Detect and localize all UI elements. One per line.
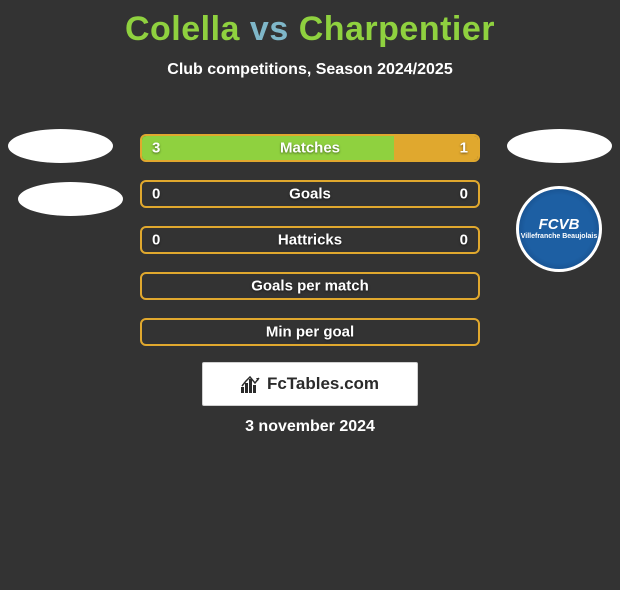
footer-date: 3 november 2024	[245, 418, 375, 436]
player2-avatar	[507, 129, 612, 163]
stat-row-goals: 0 0 Goals	[140, 180, 480, 208]
chart-icon	[241, 375, 261, 393]
stat-row-goals-per-match: Goals per match	[140, 272, 480, 300]
stat-row-hattricks: 0 0 Hattricks	[140, 226, 480, 254]
stat-label: Matches	[280, 140, 340, 157]
stat-label: Goals per match	[251, 278, 369, 295]
stat-label: Hattricks	[278, 232, 342, 249]
player1-avatar	[8, 129, 113, 163]
stat-left-value: 3	[152, 140, 160, 157]
stat-row-min-per-goal: Min per goal	[140, 318, 480, 346]
badge-acronym: FCVB	[521, 217, 598, 234]
stat-bars: 3 1 Matches 0 0 Goals 0 0 Hattricks Goals per mat…	[140, 134, 480, 364]
player2-club-badge: FCVB Villefranche Beaujolais	[516, 186, 602, 272]
stat-label: Goals	[289, 186, 331, 203]
player2-name: Charpentier	[299, 10, 495, 48]
brand-footer: FcTables.com	[202, 362, 418, 406]
bar-left-fill	[142, 136, 394, 160]
badge-right-label: FCVB Villefranche Beaujolais	[521, 217, 598, 241]
stat-left-value: 0	[152, 232, 160, 249]
stat-right-value: 0	[460, 186, 468, 203]
player1-name: Colella	[125, 10, 240, 48]
stat-label: Min per goal	[266, 324, 354, 341]
vs-word: vs	[250, 10, 289, 48]
brand-text: FcTables.com	[267, 374, 379, 394]
badge-clubname: Villefranche Beaujolais	[521, 233, 598, 241]
comparison-title: Colella vs Charpentier	[0, 10, 620, 49]
stat-right-value: 0	[460, 232, 468, 249]
player1-club-badge	[18, 182, 123, 216]
stat-row-matches: 3 1 Matches	[140, 134, 480, 162]
stat-right-value: 1	[460, 140, 468, 157]
stat-left-value: 0	[152, 186, 160, 203]
season-subtitle: Club competitions, Season 2024/2025	[0, 61, 620, 79]
